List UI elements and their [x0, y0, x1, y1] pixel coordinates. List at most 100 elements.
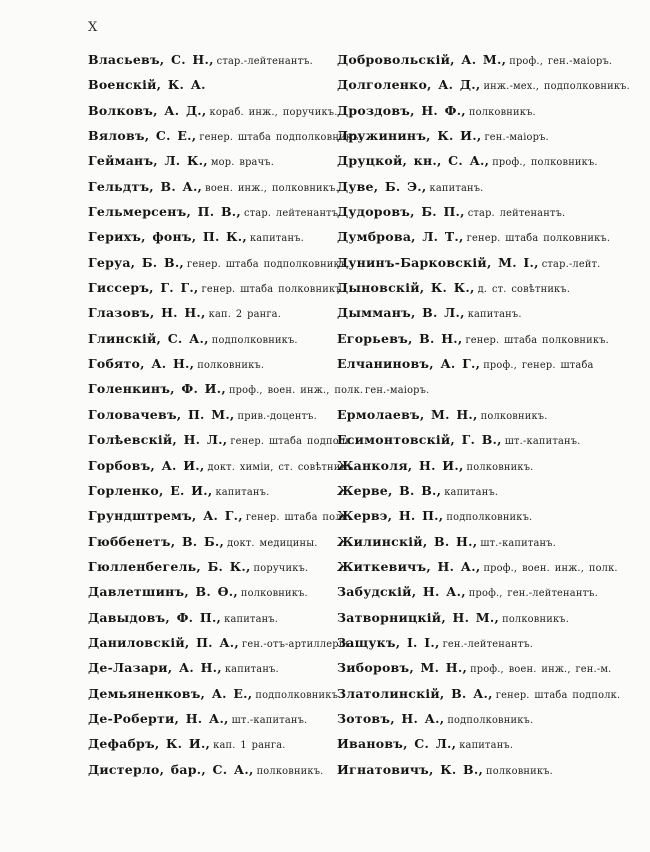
name-list-right-column: Добровольскій, А. М., проф., ген.-маіоръ.… — [337, 46, 637, 781]
person-rank: капитанъ. — [249, 233, 304, 245]
list-item: Златолинскій, В. А., генер. штаба подполк… — [337, 680, 637, 705]
person-rank: докт. химіи, ст. совѣтникъ. — [207, 461, 357, 473]
list-item: Елчаниновъ, А. Г., проф., генер. штаба — [337, 350, 637, 375]
person-name: Демьяненковъ, А. Е., — [88, 685, 253, 701]
person-rank: полковникъ. — [502, 613, 570, 625]
list-item: Затворницкій, Н. М., полковникъ. — [337, 604, 637, 629]
person-name: Дыновскій, К. К., — [337, 280, 475, 296]
list-item: Глазовъ, Н. Н., кап. 2 ранга. — [88, 299, 340, 324]
person-name: Думброва, Л. Т., — [337, 229, 464, 245]
person-name: Зотовъ, Н. А., — [337, 710, 445, 726]
list-item: Дымманъ, В. Л., капитанъ. — [337, 299, 637, 324]
list-item: Герихъ, фонъ, П. К., капитанъ. — [88, 223, 340, 248]
person-name: Друцкой, кн., С. А., — [337, 153, 490, 169]
list-item: Демьяненковъ, А. Е., подполковникъ. — [88, 680, 341, 705]
person-rank: полковникъ. — [256, 765, 324, 777]
list-item: Горбовъ, А. И., докт. химіи, ст. совѣтник… — [88, 452, 356, 477]
person-name: Гюлленбегель, Б. К., — [88, 558, 251, 574]
person-name: Жерве, В. В., — [337, 482, 442, 498]
person-rank: шт.-капитанъ. — [231, 714, 308, 726]
person-rank: полковникъ. — [468, 106, 536, 118]
person-name: Грундштремъ, А. Г., — [88, 508, 243, 524]
list-item: Горленко, Е. И., капитанъ. — [88, 477, 340, 502]
list-item: Дыновскій, К. К., д. ст. совѣтникъ. — [337, 274, 637, 299]
person-rank: проф., воен. инж., полк. — [228, 385, 364, 397]
person-name: Гобято, А. Н., — [88, 356, 195, 372]
person-name: Игнатовичъ, К. В., — [337, 761, 484, 777]
list-item: Давыдовъ, Ф. П., капитанъ. — [88, 604, 340, 629]
person-rank: полковникъ. — [197, 360, 265, 372]
list-item: Де-Роберти, Н. А., шт.-капитанъ. — [88, 705, 340, 730]
list-item: Думброва, Л. Т., генер. штаба полковникъ. — [337, 223, 637, 248]
person-rank: ген.-лейтенантъ. — [442, 638, 534, 650]
person-rank: полковникъ. — [480, 410, 548, 422]
person-name: Де-Лазари, А. Н., — [88, 660, 222, 676]
person-rank: ген.-маіоръ. — [484, 132, 549, 144]
person-rank: проф., полковникъ. — [492, 157, 598, 169]
person-name: Гельмерсенъ, П. В., — [88, 204, 241, 220]
list-item: Гюббенетъ, В. Б., докт. медицины. — [88, 528, 340, 553]
list-item: Зотовъ, Н. А., подполковникъ. — [337, 705, 637, 730]
person-name: Дымманъ, В. Л., — [337, 305, 465, 321]
person-rank: шт.-капитанъ. — [504, 436, 581, 448]
list-item: Гельмерсенъ, П. В., стар. лейтенантъ. — [88, 198, 342, 223]
list-item: Дуве, Б. Э., капитанъ. — [337, 173, 637, 198]
list-item: Есимонтовскій, Г. В., шт.-капитанъ. — [337, 426, 637, 451]
person-rank: проф., воен. инж., ген.-м. — [470, 664, 612, 676]
list-item: Жервэ, Н. П., подполковникъ. — [337, 502, 637, 527]
list-item: Зиборовъ, М. Н., проф., воен. инж., ген.-… — [337, 654, 637, 679]
list-item: Головачевъ, П. М., прив.-доцентъ. — [88, 401, 340, 426]
person-rank: кораб. инж., поручикъ. — [209, 106, 338, 118]
person-name: Жанколя, Н. И., — [337, 457, 464, 473]
person-name: Жервэ, Н. П., — [337, 508, 444, 524]
person-name: Зиборовъ, М. Н., — [337, 660, 468, 676]
person-name: Власьевъ, С. Н., — [88, 52, 214, 67]
person-rank: генер. штаба подполк. — [230, 436, 355, 448]
person-name: Ермолаевъ, М. Н., — [337, 406, 478, 422]
list-item: Дроздовъ, Н. Ф., полковникъ. — [337, 97, 637, 122]
person-name: Егорьевъ, В. Н., — [337, 330, 463, 346]
list-item: Военскій, К. А. — [88, 71, 340, 96]
person-name: Гиссеръ, Г. Г., — [88, 280, 199, 296]
person-rank: полковникъ. — [486, 765, 553, 777]
list-item: Жерве, В. В., капитанъ. — [337, 477, 637, 502]
list-item: Даниловскій, П. А., ген.-отъ-артиллеріи. — [88, 629, 352, 654]
person-rank: стар.-лейт. — [541, 258, 601, 270]
person-name: Добровольскій, А. М., — [337, 52, 507, 67]
list-item: Гельдтъ, В. А., воен. инж., полковникъ. — [88, 173, 340, 198]
list-item: Волковъ, А. Д., кораб. инж., поручикъ. — [88, 97, 340, 122]
person-rank: воен. инж., полковникъ. — [205, 182, 339, 194]
person-name: Забудскій, Н. А., — [337, 584, 466, 600]
person-name: Геруа, Б. В., — [88, 254, 185, 270]
person-rank: прив.-доцентъ. — [237, 410, 317, 422]
person-rank: капитанъ. — [467, 309, 522, 321]
list-item: Егорьевъ, В. Н., генер. штаба полковникъ. — [337, 325, 637, 350]
name-list-left-column: Власьевъ, С. Н., стар.-лейтенантъ. Военскі… — [88, 46, 363, 781]
person-name: Волковъ, А. Д., — [88, 102, 207, 118]
list-item: Гюлленбегель, Б. К., поручикъ. — [88, 553, 340, 578]
person-rank: генер. штаба полк. — [245, 512, 352, 524]
person-rank: стар. лейтенантъ. — [243, 208, 342, 220]
list-item: Жилинскій, В. Н., шт.-капитанъ. — [337, 528, 637, 553]
person-rank: генер. штаба подполк. — [495, 689, 621, 701]
person-name: Златолинскій, В. А., — [337, 685, 493, 701]
person-rank: полковникъ. — [240, 588, 308, 600]
list-item: Дунинъ-Барковскій, М. І., стар.-лейт. — [337, 249, 637, 274]
person-name: Горленко, Е. И., — [88, 482, 213, 498]
person-rank: капитанъ. — [224, 664, 279, 676]
person-rank: генер. штаба полковникъ. — [466, 233, 611, 245]
list-item: ген.-маіоръ. — [337, 375, 637, 400]
person-rank: докт. медицины. — [227, 537, 318, 549]
person-name: Даниловскій, П. А., — [88, 634, 239, 650]
person-rank: ген.-отъ-артиллеріи. — [241, 638, 353, 650]
list-item: Грундштремъ, А. Г., генер. штаба полк. — [88, 502, 351, 527]
list-item: Защукъ, І. І., ген.-лейтенантъ. — [337, 629, 637, 654]
person-name: Гейманъ, Л. К., — [88, 153, 208, 169]
person-rank: шт.-капитанъ. — [480, 537, 557, 549]
list-item: Гобято, А. Н., полковникъ. — [88, 350, 340, 375]
list-item: Игнатовичъ, К. В., полковникъ. — [337, 756, 637, 781]
person-name: Дуве, Б. Э., — [337, 178, 427, 194]
list-item: Ивановъ, С. Л., капитанъ. — [337, 730, 637, 755]
person-name: Глинскій, С. А., — [88, 330, 209, 346]
person-name: Герихъ, фонъ, П. К., — [88, 229, 247, 245]
